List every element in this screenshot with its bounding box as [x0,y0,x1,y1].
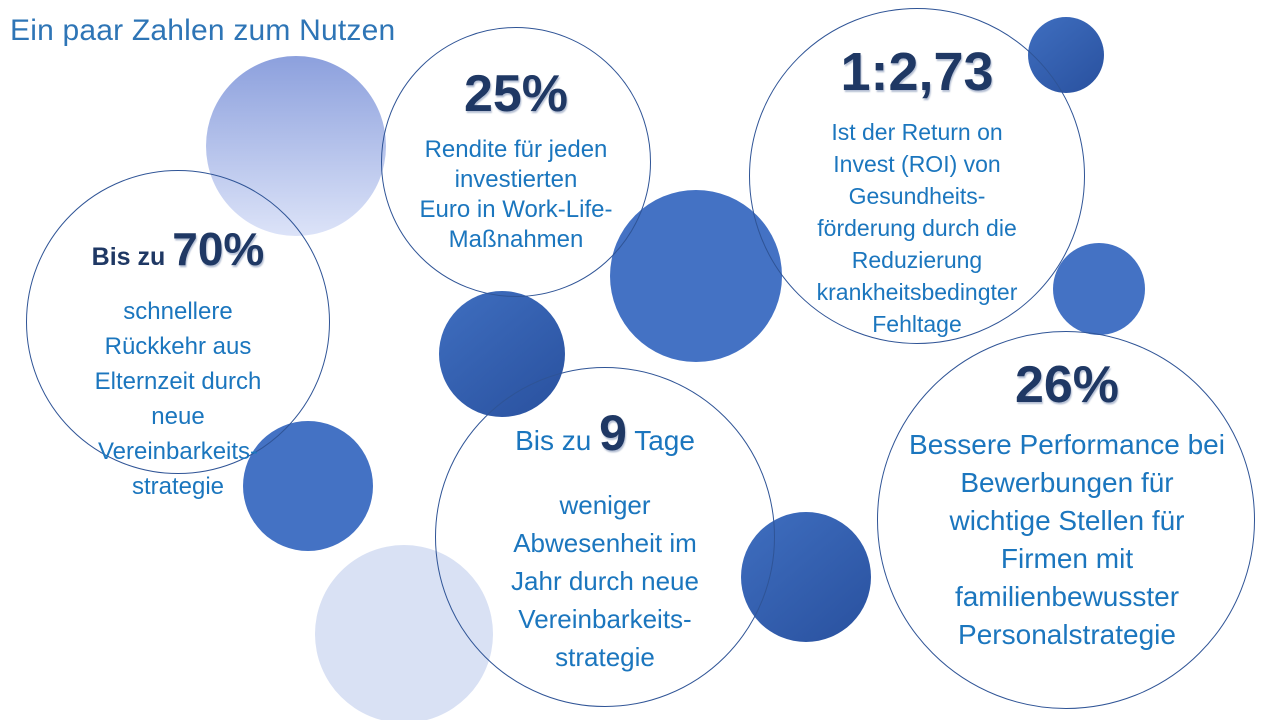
stat-text-line: Abwesenheit im [513,528,697,558]
stat-bubble-25-outline [381,27,651,297]
stat-text-line: Reduzierung [851,247,983,273]
stat-text-line: strategie [131,473,225,500]
slide-title: Ein paar Zahlen zum Nutzen [10,14,396,47]
stat-text-line: weniger [559,490,651,520]
stat-value-26: 26% [1014,356,1120,414]
stat-text-line: Rückkehr aus [104,333,252,360]
stat-text-line: Personalstrategie [958,619,1176,650]
stat-text-line: Maßnahmen [448,226,584,253]
stat-text-line: Invest (ROI) von [833,151,1001,177]
stat-value-9days: Bis zu 9 Tage [445,406,765,473]
stat-bubble-9days-outline [435,367,775,707]
stat-text-line: Vereinbarkeits- [518,604,692,634]
stat-text-line: Bewerbungen für [960,467,1174,498]
stat-prefix: Bis zu [91,243,173,271]
stat-text-line: förderung durch die [817,215,1017,241]
stat-text-line: Fehltage [872,311,962,337]
decor-circle-right-mid [1053,243,1145,335]
stat-value-25: 25% [463,65,569,123]
stat-bubble-roi-outline [749,8,1085,344]
stat-text-line: Ist der Return on [831,119,1003,145]
stat-text-line: neue [151,403,205,430]
stat-text-line: Gesundheits- [848,183,986,209]
stat-suffix: Tage [626,425,695,456]
stat-text-line: Bessere Performance bei [909,429,1225,460]
stat-text-line: Firmen mit [1000,543,1134,574]
stat-text-line: schnellere [123,298,233,325]
decor-circle-center-large [610,190,782,362]
stat-bubble-9days: Bis zu 9 Tage weniger Abwesenheit im Jah… [445,406,765,676]
stat-text-line: Elternzeit durch [94,368,262,395]
stat-text-line: Vereinbarkeits- [97,438,259,465]
stat-text-line: wichtige Stellen für [949,505,1185,536]
stat-bubble-25: 25% Rendite für jeden investierten Euro … [366,66,666,255]
stat-text-line: investierten [454,166,578,193]
stat-text-line: strategie [555,642,655,672]
stat-prefix: Bis zu [515,425,600,456]
stat-bubble-26: 26% Bessere Performance bei Bewerbungen … [882,356,1252,654]
stat-bubble-26-outline [877,331,1255,709]
stat-text-line: Euro in Work-Life- [419,196,613,223]
stat-bubble-roi: 1:2,73 Ist der Return on Invest (ROI) vo… [757,44,1077,340]
stat-value-roi: 1:2,73 [840,42,994,102]
stat-value-70: Bis zu 70% [28,224,328,286]
stat-text-line: krankheitsbedingter [816,279,1018,305]
stat-text-line: Rendite für jeden [424,136,608,163]
stat-number: 9 [599,405,627,461]
stat-bubble-70: Bis zu 70% schnellere Rückkehr aus Elter… [28,224,328,504]
stat-text-line: familienbewusster [954,581,1180,612]
stat-text-line: Jahr durch neue [511,566,699,596]
stat-number: 70% [172,223,265,275]
stat-bubble-70-outline [26,170,330,474]
